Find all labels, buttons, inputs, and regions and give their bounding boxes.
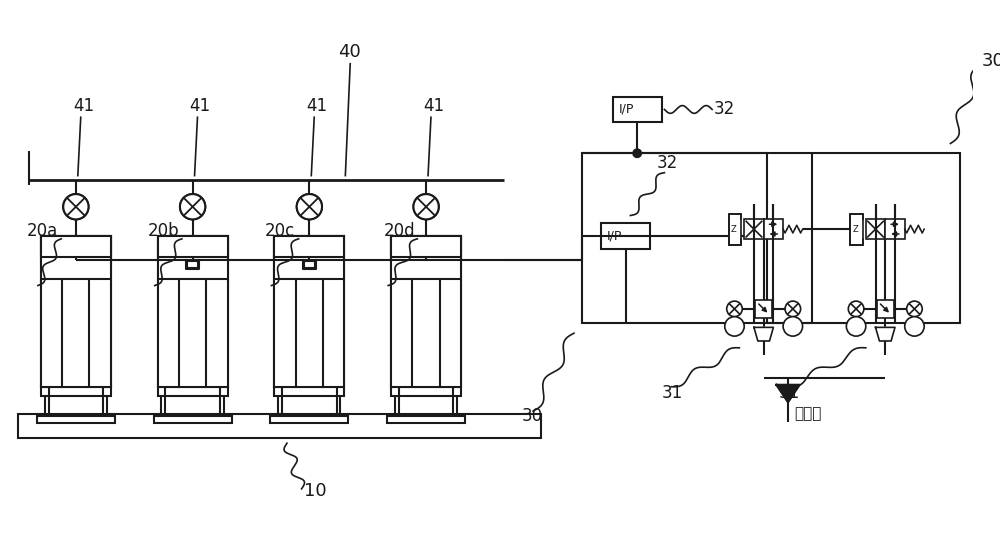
Circle shape [727, 301, 742, 317]
Polygon shape [876, 327, 895, 341]
Bar [391, 236, 461, 387]
Circle shape [785, 301, 801, 317]
Bar [391, 236, 461, 257]
Circle shape [413, 194, 439, 220]
Bar [158, 387, 228, 397]
Text: 32: 32 [657, 154, 678, 172]
Text: 20b: 20b [148, 222, 179, 240]
Circle shape [297, 194, 322, 220]
Circle shape [297, 194, 322, 220]
Bar [179, 257, 206, 345]
Circle shape [907, 301, 922, 317]
Text: I/P: I/P [619, 103, 634, 116]
Bar [601, 223, 650, 249]
Bar [755, 300, 772, 317]
Text: 31: 31 [778, 384, 800, 401]
Circle shape [180, 194, 205, 220]
Text: 41: 41 [190, 96, 211, 115]
Bar [154, 416, 232, 423]
Bar [274, 236, 344, 387]
Text: 20a: 20a [27, 222, 58, 240]
Bar [296, 257, 323, 345]
Bar [582, 153, 767, 323]
Circle shape [63, 194, 89, 220]
Bar [304, 261, 315, 268]
Bar [187, 261, 198, 268]
Circle shape [846, 317, 866, 336]
Bar [744, 220, 764, 239]
Bar [37, 416, 115, 423]
Bar [18, 414, 541, 438]
Text: 通泵站: 通泵站 [794, 406, 821, 421]
Text: 30: 30 [982, 52, 1000, 70]
Circle shape [725, 317, 744, 336]
Bar [387, 416, 465, 423]
Bar [812, 153, 960, 323]
Bar [158, 236, 228, 387]
Circle shape [783, 317, 803, 336]
Bar [885, 220, 905, 239]
Text: Z: Z [852, 224, 858, 233]
Bar [877, 300, 894, 317]
Text: 32: 32 [714, 101, 735, 118]
Bar [158, 236, 228, 257]
Text: I/P: I/P [607, 229, 622, 243]
Text: 41: 41 [306, 96, 328, 115]
Bar [764, 220, 783, 239]
Text: 20d: 20d [383, 222, 415, 240]
Text: 20c: 20c [265, 222, 295, 240]
Circle shape [413, 194, 439, 220]
Bar [866, 220, 885, 239]
Bar [613, 97, 662, 122]
Bar [41, 236, 111, 257]
Bar [41, 387, 111, 397]
Text: Z: Z [731, 224, 736, 233]
Text: 30: 30 [521, 407, 543, 425]
Polygon shape [754, 327, 773, 341]
Text: 41: 41 [73, 96, 94, 115]
Bar [274, 387, 344, 397]
Bar [270, 416, 348, 423]
Circle shape [905, 317, 924, 336]
Bar [41, 236, 111, 387]
Bar [412, 257, 440, 345]
Bar [274, 236, 344, 387]
Text: 10: 10 [304, 482, 327, 500]
Text: 41: 41 [423, 96, 444, 115]
Bar [62, 257, 89, 345]
Bar [850, 214, 863, 245]
Bar [729, 214, 741, 245]
Circle shape [63, 194, 89, 220]
Bar [158, 236, 228, 387]
Circle shape [848, 301, 864, 317]
Bar [391, 387, 461, 397]
Text: 31: 31 [662, 384, 683, 401]
Bar [274, 236, 344, 257]
Circle shape [633, 150, 641, 157]
Bar [391, 236, 461, 387]
Text: 40: 40 [339, 43, 361, 61]
Bar [41, 236, 111, 387]
Polygon shape [776, 385, 800, 402]
Circle shape [180, 194, 205, 220]
